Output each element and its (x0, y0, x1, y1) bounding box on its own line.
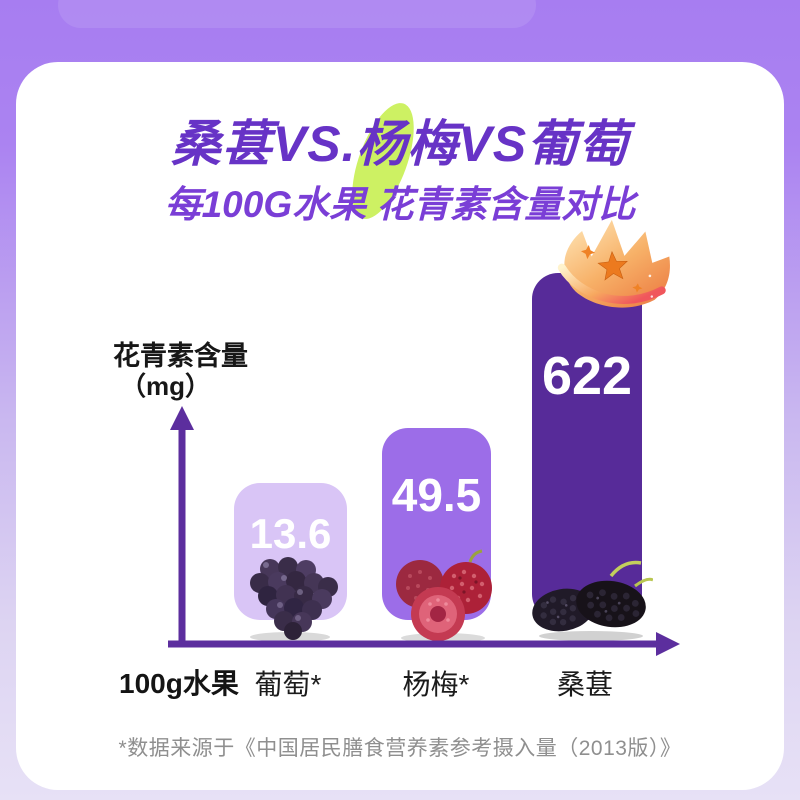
category-label-bayberry: 杨梅* (402, 669, 470, 700)
y-axis-arrow-icon (170, 406, 194, 430)
y-axis-label-line1: 花青素含量 (113, 341, 248, 371)
data-source-footnote: *数据来源于《中国居民膳食营养素参考摄入量（2013版）》 (118, 737, 682, 760)
category-label-mulberry: 桑葚 (556, 669, 614, 700)
top-banner-decoration (58, 0, 536, 28)
chart-card: 桑葚VS.杨梅VS葡萄 每100G水果 花青素含量对比 花青素含量 （mg） 1… (16, 62, 784, 790)
mulberry-image (532, 560, 653, 641)
page-title: 桑葚VS.杨梅VS葡萄 (170, 116, 630, 172)
page-subtitle: 每100G水果 花青素含量对比 (164, 184, 636, 225)
x-axis-label: 100g水果 (119, 668, 239, 699)
bayberry-image (396, 549, 492, 643)
crown-icon (557, 219, 670, 308)
x-axis-arrow-icon (656, 632, 680, 656)
bar-value-mulberry: 622 (541, 346, 633, 406)
grape-image (250, 557, 338, 642)
bar-mulberry: 622 (532, 273, 642, 620)
bar-value-grape: 13.6 (249, 510, 332, 557)
bar-value-bayberry: 49.5 (391, 469, 482, 521)
y-axis-label-line2: （mg） (120, 371, 212, 401)
category-label-grape: 葡萄* (254, 669, 322, 700)
